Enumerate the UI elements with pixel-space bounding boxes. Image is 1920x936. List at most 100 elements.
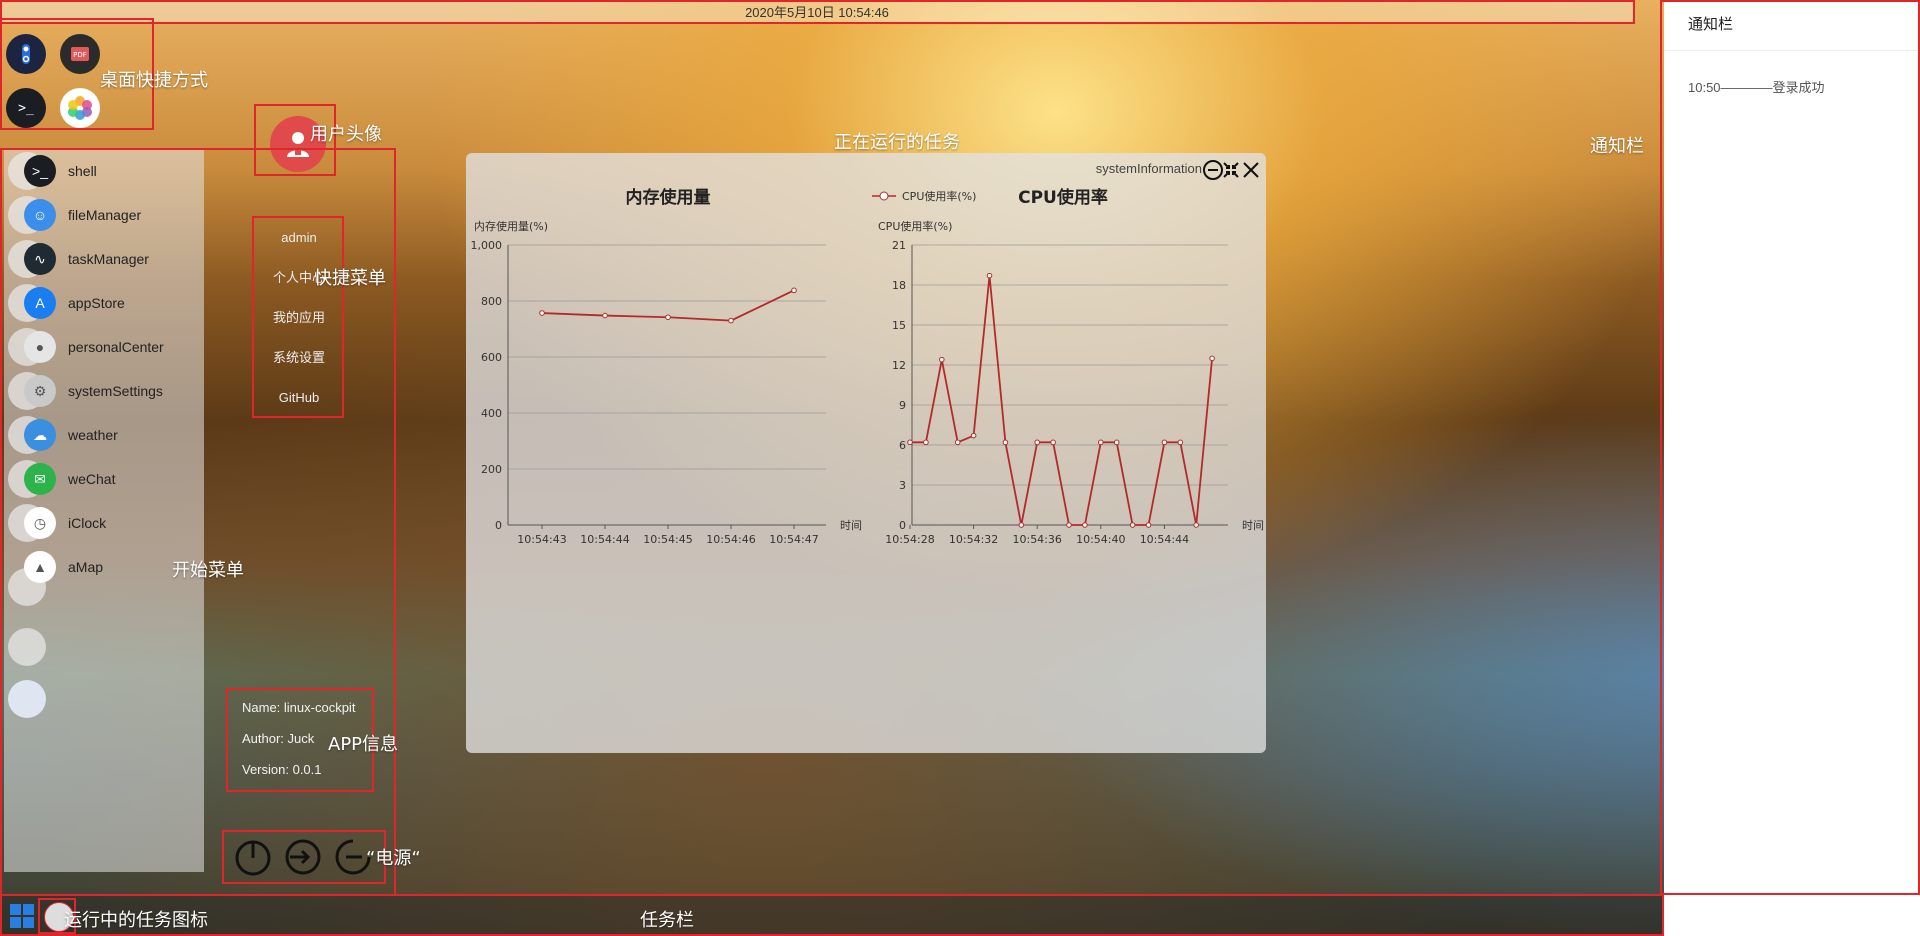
x-tick-label: 10:54:44 [580,533,629,546]
logout-icon[interactable] [282,836,324,878]
photos-icon[interactable] [60,88,100,128]
y-tick-label: 200 [481,463,502,476]
start-menu-app-weChat[interactable]: ✉ weChat [24,463,115,495]
data-point [907,439,913,446]
windows-icon[interactable] [8,902,36,930]
person-icon: ● [24,331,56,363]
app-info-name: Name: linux-cockpit [242,700,356,715]
y-tick-label: 0 [899,519,906,532]
start-menu-app-iClock[interactable]: ◷ iClock [24,507,106,539]
app-label: shell [68,163,97,179]
start-menu-app-taskManager[interactable]: ∿ taskManager [24,243,149,275]
data-point [970,432,977,439]
user-avatar[interactable] [270,116,326,172]
svg-text:PDF: PDF [73,51,87,59]
gear-icon: ⚙ [24,375,56,407]
annotation-quick-menu: 快捷菜单 [314,268,386,289]
app-label: fileManager [68,207,142,223]
chart-title: CPU使用率 [1018,187,1108,208]
power-buttons [226,834,386,880]
data-point [1066,522,1072,528]
notification-header: 通知栏 [1664,0,1920,51]
y-tick-label: 15 [892,319,906,332]
start-menu-app-weather[interactable]: ☁ weather [24,419,118,451]
data-point [1177,439,1184,446]
restore-icon[interactable] [1220,159,1242,181]
data-point [1082,522,1088,528]
annotation-start-menu: 开始菜单 [172,560,244,581]
running-task-avatar-icon[interactable] [44,902,74,932]
word-icon[interactable] [8,680,46,718]
quick-menu-item[interactable]: 系统设置 [272,350,325,365]
data-point [1098,439,1104,446]
x-tick-label: 10:54:32 [949,533,998,546]
pdf-icon[interactable]: PDF [60,34,100,74]
app-label: weather [68,427,118,443]
app-label: aMap [68,559,104,575]
start-menu-app-personalCenter[interactable]: ● personalCenter [24,331,164,363]
data-point [665,314,671,321]
annotation-avatar: 用户头像 [310,124,382,145]
x-tick-label: 10:54:46 [706,533,755,546]
datetime-display: 2020年5月10日 10:54:46 [745,5,889,20]
annotation-notification: 通知栏 [1590,136,1644,157]
data-point [954,439,961,446]
annotation-running-task: 正在运行的任务 [834,132,960,153]
notification-panel: 通知栏 10:50————登录成功 [1664,0,1920,936]
minimize-icon[interactable] [1202,159,1224,181]
top-bar: 2020年5月10日 10:54:46 [0,0,1634,22]
data-point [602,312,608,319]
data-point [728,317,734,324]
data-point [1113,439,1120,446]
map-icon: ▲ [24,551,56,583]
start-menu-app-aMap[interactable]: ▲ aMap [24,551,103,583]
restart-icon[interactable] [332,836,374,878]
app-info-author: Author: Juck [242,731,315,746]
notification-item[interactable]: 10:50————登录成功 [1688,80,1825,95]
data-point [986,272,993,279]
terminal-icon[interactable]: >_ [6,88,46,128]
x-axis-label: 时间 [1242,519,1264,532]
quick-menu: admin 个人中心 我的应用 系统设置 GitHub [254,218,344,418]
data-point [939,356,945,363]
y-tick-label: 800 [481,295,502,308]
data-point [1209,355,1215,362]
data-point [1193,522,1200,528]
start-menu-app-shell[interactable]: >_ shell [24,155,97,187]
finder-icon: ☺ [24,199,56,231]
quick-menu-item[interactable]: admin [281,230,317,245]
quick-menu-item[interactable]: 个人中心 [272,270,325,285]
legend-label: CPU使用率(%) [902,189,976,203]
x-axis-label: 时间 [840,519,862,532]
series-line [910,275,1213,526]
data-point [791,287,797,294]
power-off-icon[interactable] [232,836,274,878]
quick-menu-item[interactable]: 我的应用 [272,310,325,325]
appstore-icon: A [24,287,56,319]
data-point [1161,439,1168,446]
quick-menu-item[interactable]: GitHub [278,390,320,405]
y-axis-label: CPU使用率(%) [878,219,952,233]
app-info: Name: linux-cockpit Author: Juck Version… [228,692,372,785]
x-tick-label: 10:54:40 [1076,533,1125,546]
data-point [1145,522,1152,528]
y-tick-label: 1,000 [471,239,503,252]
x-tick-label: 10:54:28 [885,533,934,546]
sidebar-shortcut[interactable] [8,628,46,666]
start-menu-app-systemSettings[interactable]: ⚙ systemSettings [24,375,163,407]
start-menu-app-fileManager[interactable]: ☺ fileManager [24,199,141,231]
y-tick-label: 21 [892,239,906,252]
app-info-version: Version: 0.0.1 [242,762,322,777]
app-label: systemSettings [68,383,163,399]
annotation-running-icon: 运行中的任务图标 [64,910,208,931]
y-tick-label: 400 [481,407,502,420]
app-label: iClock [68,515,107,531]
y-tick-label: 600 [481,351,502,364]
settings-toggle-icon[interactable] [6,34,46,74]
close-icon[interactable] [1240,159,1262,181]
weather-icon: ☁ [24,419,56,451]
system-information-window[interactable]: systemInformation 内存使用量 内存使用量(%) 0 200 400 60… [466,153,1266,753]
y-axis-label: 内存使用量(%) [474,219,548,233]
app-label: personalCenter [68,339,164,355]
